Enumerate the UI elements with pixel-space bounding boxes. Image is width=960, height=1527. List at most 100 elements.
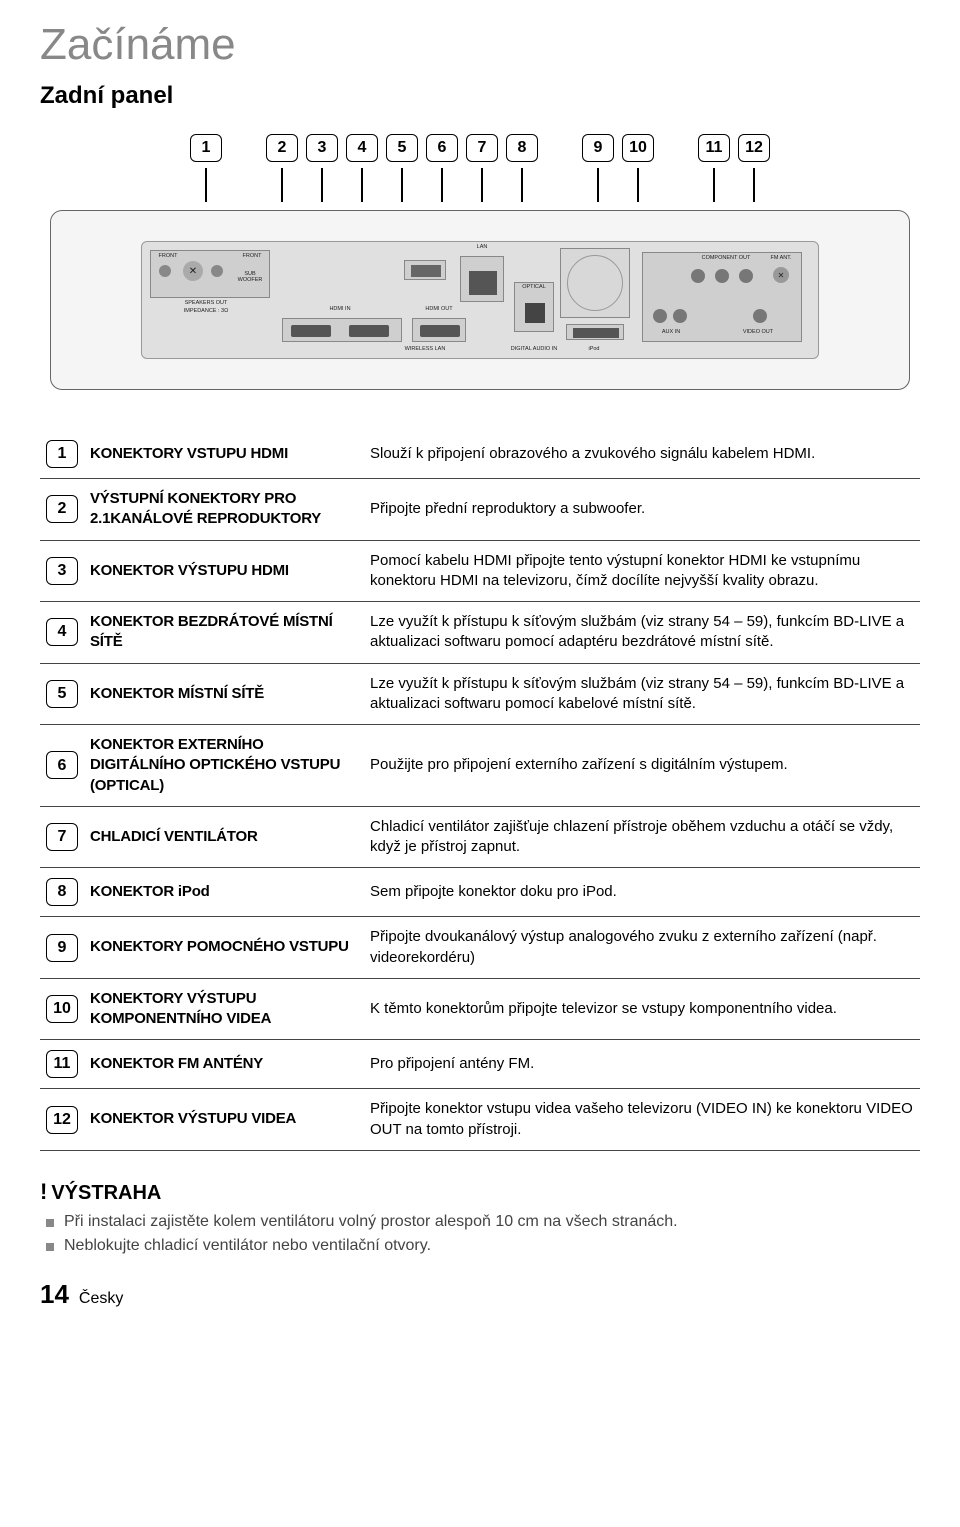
- connector-name: KONEKTOR iPod: [84, 868, 364, 917]
- connector-description: Připojte dvoukanálový výstup analogového…: [364, 917, 920, 979]
- row-number-box: 3: [46, 557, 78, 585]
- connector-name: KONEKTOR VÝSTUPU VIDEA: [84, 1089, 364, 1151]
- label-ipod: iPod: [574, 346, 614, 352]
- warning-icon: !: [40, 1179, 47, 1204]
- label-front-r: FRONT: [153, 253, 183, 259]
- label-digital-audio-in: DIGITAL AUDIO IN: [488, 346, 580, 352]
- label-hdmi-out: HDMI OUT: [412, 306, 466, 312]
- row-number-cell: 2: [40, 479, 84, 541]
- connector-name: KONEKTORY VSTUPU HDMI: [84, 430, 364, 479]
- label-fm-ant: FM ANT.: [763, 255, 799, 261]
- callout-box: 9: [582, 134, 614, 162]
- connector-table: 1KONEKTORY VSTUPU HDMISlouží k připojení…: [40, 430, 920, 1151]
- callout-line: [346, 168, 378, 202]
- callout-number-row: 123456789101112: [40, 134, 920, 162]
- row-number-box: 2: [46, 495, 78, 523]
- connector-name: KONEKTOR MÍSTNÍ SÍTĚ: [84, 663, 364, 725]
- row-number-box: 10: [46, 995, 78, 1023]
- row-number-cell: 3: [40, 540, 84, 602]
- callout-box: 7: [466, 134, 498, 162]
- connector-description: Pro připojení antény FM.: [364, 1040, 920, 1089]
- callout-lines-row: [40, 168, 920, 202]
- row-number-box: 9: [46, 934, 78, 962]
- label-subwoofer: SUB WOOFER: [233, 271, 267, 283]
- connector-name: CHLADICÍ VENTILÁTOR: [84, 806, 364, 868]
- table-row: 3KONEKTOR VÝSTUPU HDMIPomocí kabelu HDMI…: [40, 540, 920, 602]
- bullet-square-icon: [46, 1243, 54, 1251]
- callout-line: [266, 168, 298, 202]
- table-row: 2VÝSTUPNÍ KONEKTORY PRO 2.1KANÁLOVÉ REPR…: [40, 479, 920, 541]
- callout-line: [738, 168, 770, 202]
- callout-line: [582, 168, 614, 202]
- rear-panel-plate: FRONT FRONT SUB WOOFER ✕ SPEAKERS OUT IM…: [141, 241, 819, 359]
- connector-name: KONEKTORY POMOCNÉHO VSTUPU: [84, 917, 364, 979]
- row-number-cell: 11: [40, 1040, 84, 1089]
- warning-heading-text: VÝSTRAHA: [51, 1182, 161, 1204]
- connector-name: KONEKTOR BEZDRÁTOVÉ MÍSTNÍ SÍTĚ: [84, 602, 364, 664]
- row-number-cell: 8: [40, 868, 84, 917]
- row-number-cell: 9: [40, 917, 84, 979]
- row-number-cell: 12: [40, 1089, 84, 1151]
- page-title: Začínáme: [40, 20, 920, 70]
- label-hdmi-in: HDMI IN: [296, 306, 384, 312]
- row-number-box: 5: [46, 680, 78, 708]
- row-number-box: 4: [46, 618, 78, 646]
- label-lan: LAN: [462, 244, 502, 250]
- connector-name: KONEKTOR VÝSTUPU HDMI: [84, 540, 364, 602]
- row-number-box: 11: [46, 1050, 78, 1078]
- callout-box: 8: [506, 134, 538, 162]
- warning-heading: !VÝSTRAHA: [40, 1179, 920, 1205]
- connector-name: KONEKTORY VÝSTUPU KOMPONENTNÍHO VIDEA: [84, 978, 364, 1040]
- connector-description: Pomocí kabelu HDMI připojte tento výstup…: [364, 540, 920, 602]
- row-number-cell: 5: [40, 663, 84, 725]
- callout-box: 1: [190, 134, 222, 162]
- callout-box: 11: [698, 134, 730, 162]
- label-front-l: FRONT: [237, 253, 267, 259]
- page-subtitle: Zadní panel: [40, 82, 920, 110]
- warning-bullet: Neblokujte chladicí ventilátor nebo vent…: [40, 1237, 920, 1255]
- connector-name: KONEKTOR EXTERNÍHO DIGITÁLNÍHO OPTICKÉHO…: [84, 725, 364, 807]
- bullet-square-icon: [46, 1219, 54, 1227]
- connector-description: K těmto konektorům připojte televizor se…: [364, 978, 920, 1040]
- callout-line: [306, 168, 338, 202]
- label-component-out: COMPONENT OUT: [687, 255, 765, 261]
- row-number-cell: 7: [40, 806, 84, 868]
- table-row: 5KONEKTOR MÍSTNÍ SÍTĚLze využít k přístu…: [40, 663, 920, 725]
- connector-description: Lze využít k přístupu k síťovým službám …: [364, 602, 920, 664]
- callout-box: 3: [306, 134, 338, 162]
- page-language: Česky: [79, 1290, 123, 1308]
- connector-description: Sem připojte konektor doku pro iPod.: [364, 868, 920, 917]
- callout-line: [386, 168, 418, 202]
- warning-bullet-text: Neblokujte chladicí ventilátor nebo vent…: [64, 1237, 431, 1255]
- warning-bullet-text: Při instalaci zajistěte kolem ventilátor…: [64, 1213, 678, 1231]
- connector-description: Použijte pro připojení externího zařízen…: [364, 725, 920, 807]
- connector-name: VÝSTUPNÍ KONEKTORY PRO 2.1KANÁLOVÉ REPRO…: [84, 479, 364, 541]
- callout-line: [698, 168, 730, 202]
- row-number-box: 12: [46, 1106, 78, 1134]
- connector-description: Připojte přední reproduktory a subwoofer…: [364, 479, 920, 541]
- callout-box: 10: [622, 134, 654, 162]
- callout-line: [466, 168, 498, 202]
- row-number-box: 8: [46, 878, 78, 906]
- label-impedance: IMPEDANCE : 3Ω: [156, 308, 256, 314]
- warning-block: !VÝSTRAHA Při instalaci zajistěte kolem …: [40, 1179, 920, 1255]
- rear-panel-illustration: FRONT FRONT SUB WOOFER ✕ SPEAKERS OUT IM…: [50, 210, 910, 390]
- callout-box: 4: [346, 134, 378, 162]
- callout-line: [506, 168, 538, 202]
- table-row: 11KONEKTOR FM ANTÉNYPro připojení antény…: [40, 1040, 920, 1089]
- page-footer: 14 Česky: [40, 1279, 920, 1310]
- row-number-box: 7: [46, 823, 78, 851]
- callout-line: [190, 168, 222, 202]
- label-video-out: VIDEO OUT: [733, 329, 783, 335]
- row-number-cell: 6: [40, 725, 84, 807]
- callout-box: 6: [426, 134, 458, 162]
- table-row: 7CHLADICÍ VENTILÁTORChladicí ventilátor …: [40, 806, 920, 868]
- label-speakers-out: SPEAKERS OUT: [156, 300, 256, 306]
- callout-box: 5: [386, 134, 418, 162]
- table-row: 1KONEKTORY VSTUPU HDMISlouží k připojení…: [40, 430, 920, 479]
- label-optical: OPTICAL: [514, 284, 554, 290]
- table-row: 9KONEKTORY POMOCNÉHO VSTUPUPřipojte dvou…: [40, 917, 920, 979]
- row-number-box: 1: [46, 440, 78, 468]
- row-number-cell: 1: [40, 430, 84, 479]
- callout-box: 12: [738, 134, 770, 162]
